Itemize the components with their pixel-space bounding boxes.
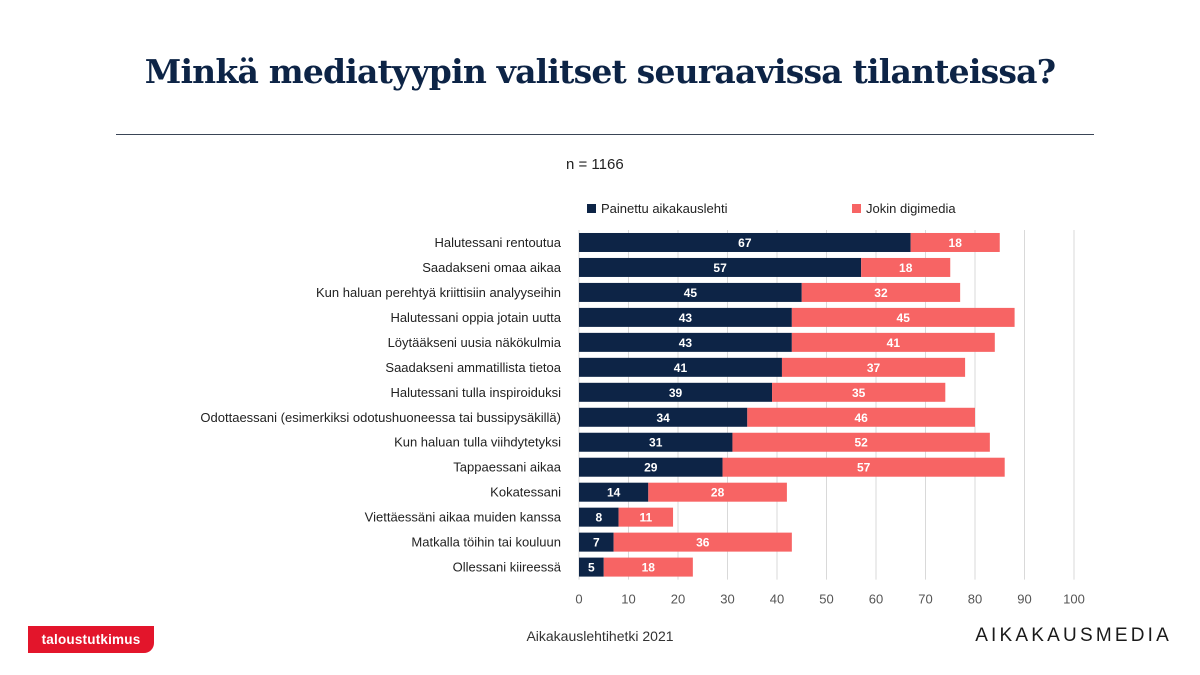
bar-value-label: 28 [711, 486, 725, 500]
bar-segment [618, 507, 674, 527]
bar-segment [579, 232, 911, 252]
bar-segment [861, 257, 951, 277]
x-tick-label: 0 [575, 592, 582, 607]
bar-segment [579, 507, 619, 527]
bar-segment [579, 407, 748, 427]
bar-segment [579, 382, 773, 402]
category-label: Tappaessani aikaa [453, 460, 561, 475]
category-label: Halutessani tulla inspiroiduksi [390, 385, 561, 400]
category-label: Saadakseni ammatillista tietoa [385, 360, 561, 375]
bar-segment [579, 432, 733, 452]
bar-value-label: 41 [674, 361, 688, 375]
bar-value-label: 35 [852, 386, 866, 400]
bar-value-label: 5 [588, 561, 595, 575]
bar-segment [579, 532, 614, 552]
aikakausmedia-logo: AIKAKAUSMEDIA [975, 625, 1172, 646]
bar-value-label: 14 [607, 486, 621, 500]
bar-value-label: 34 [656, 411, 670, 425]
category-label: Odottaessani (esimerkiksi odotushuoneess… [200, 410, 561, 425]
bar-value-label: 57 [857, 461, 871, 475]
x-tick-label: 20 [671, 592, 685, 607]
source-label: Aikakauslehtihetki 2021 [526, 628, 674, 644]
bar-value-label: 43 [679, 311, 693, 325]
bar-segment [791, 307, 1015, 327]
bar-value-label: 32 [874, 286, 888, 300]
bar-segment [801, 282, 961, 302]
bar-segment [579, 332, 792, 352]
category-label: Ollessani kiireessä [453, 560, 562, 575]
bar-value-label: 41 [887, 336, 901, 350]
bar-segment [579, 482, 649, 502]
chart-title: Minkä mediatyypin valitset seuraavissa t… [144, 52, 1056, 91]
bar-segment [579, 282, 802, 302]
bar-value-label: 18 [899, 261, 913, 275]
x-tick-label: 10 [621, 592, 635, 607]
legend-entry: Jokin digimedia [866, 201, 956, 216]
legend-entry: Painettu aikakauslehti [601, 201, 728, 216]
sample-size-label: n = 1166 [566, 156, 624, 173]
bar-segment [747, 407, 975, 427]
bar-value-label: 57 [713, 261, 727, 275]
gridlines [578, 230, 1075, 580]
bar-segment [579, 457, 723, 477]
bar-segment [613, 532, 792, 552]
legend: Painettu aikakauslehti Jokin digimedia [587, 201, 956, 216]
x-tick-label: 40 [770, 592, 784, 607]
bar-value-label: 31 [649, 436, 663, 450]
category-label: Kun haluan tulla viihdytetyksi [394, 435, 561, 450]
x-tick-label: 60 [869, 592, 883, 607]
bar-segment [910, 232, 1000, 252]
x-tick-label: 50 [819, 592, 833, 607]
bar-value-label: 29 [644, 461, 658, 475]
bar-value-label: 8 [595, 511, 602, 525]
category-label: Kun haluan perehtyä kriittisiin analyyse… [316, 285, 561, 300]
bar-value-label: 45 [897, 311, 911, 325]
category-label: Viettäessäni aikaa muiden kanssa [365, 510, 562, 525]
category-label: Matkalla töihin tai kouluun [411, 535, 561, 550]
x-tick-label: 100 [1063, 592, 1085, 607]
bar-value-label: 37 [867, 361, 881, 375]
category-label: Saadakseni omaa aikaa [422, 260, 562, 275]
bar-segment [722, 457, 1005, 477]
bar-value-label: 52 [854, 436, 868, 450]
category-label: Kokatessani [490, 485, 561, 500]
bar-value-label: 36 [696, 536, 710, 550]
bar-value-label: 18 [949, 236, 963, 250]
x-tick-label: 30 [720, 592, 734, 607]
bar-value-label: 46 [854, 411, 868, 425]
bar-value-label: 11 [639, 511, 652, 525]
bar-segment [781, 357, 966, 377]
category-labels: Halutessani rentoutua Saadakseni omaa aik… [200, 235, 561, 575]
category-label: Halutessani oppia jotain uutta [390, 310, 561, 325]
legend-swatch [852, 204, 861, 213]
legend-swatch [587, 204, 596, 213]
bar-value-label: 18 [642, 561, 656, 575]
bar-segment [579, 257, 862, 277]
bar-segment [579, 557, 604, 577]
x-tick-label: 70 [918, 592, 932, 607]
bar-value-label: 67 [738, 236, 752, 250]
bar-segment [603, 557, 693, 577]
x-tick-label: 90 [1017, 592, 1031, 607]
category-label: Halutessani rentoutua [435, 235, 562, 250]
bar-segment [648, 482, 787, 502]
bar-value-label: 45 [684, 286, 698, 300]
x-tick-label: 80 [968, 592, 982, 607]
bar-value-label: 7 [593, 536, 600, 550]
bar-segment [791, 332, 995, 352]
bar-value-label: 43 [679, 336, 693, 350]
bar-segment [579, 307, 792, 327]
bar-value-label: 39 [669, 386, 683, 400]
taloustutkimus-logo: taloustutkimus [28, 626, 154, 653]
category-label: Löytääkseni uusia näkökulmia [388, 335, 562, 350]
title-divider [116, 134, 1094, 135]
bar-segment [579, 357, 782, 377]
bar-segment [772, 382, 946, 402]
x-axis-ticks: 0 10 20 30 40 50 60 70 80 90 100 [575, 592, 1084, 607]
bar-segment [732, 432, 990, 452]
